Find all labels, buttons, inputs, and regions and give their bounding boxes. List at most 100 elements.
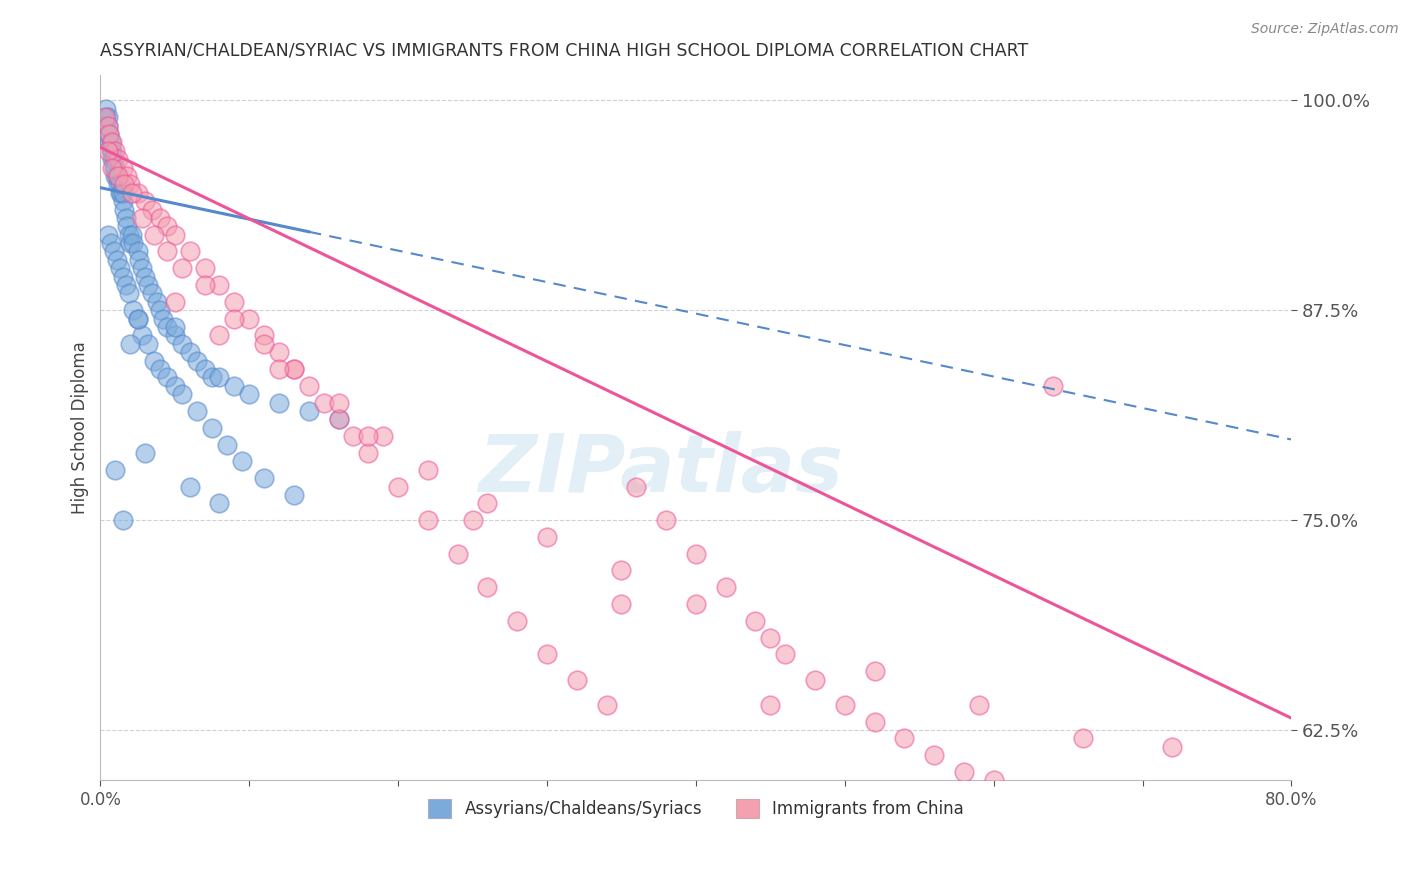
Assyrians/Chaldeans/Syriacs xyxy=(149,303,172,318)
Immigrants from China xyxy=(744,614,766,628)
Immigrants from China xyxy=(267,345,290,359)
Assyrians/Chaldeans/Syriacs xyxy=(131,328,153,343)
Assyrians/Chaldeans/Syriacs xyxy=(94,119,117,133)
Assyrians/Chaldeans/Syriacs xyxy=(111,186,134,200)
Immigrants from China xyxy=(156,219,179,234)
Assyrians/Chaldeans/Syriacs xyxy=(101,144,124,158)
Immigrants from China xyxy=(94,110,117,124)
Assyrians/Chaldeans/Syriacs xyxy=(105,169,128,183)
Assyrians/Chaldeans/Syriacs xyxy=(111,194,134,208)
Assyrians/Chaldeans/Syriacs xyxy=(179,479,201,493)
Assyrians/Chaldeans/Syriacs xyxy=(186,353,208,368)
Immigrants from China xyxy=(714,580,737,594)
Assyrians/Chaldeans/Syriacs xyxy=(111,269,134,284)
Assyrians/Chaldeans/Syriacs xyxy=(267,395,290,409)
Assyrians/Chaldeans/Syriacs xyxy=(141,286,163,301)
Immigrants from China xyxy=(97,144,120,158)
Assyrians/Chaldeans/Syriacs xyxy=(117,227,139,242)
Assyrians/Chaldeans/Syriacs xyxy=(283,488,305,502)
Immigrants from China xyxy=(477,580,499,594)
Assyrians/Chaldeans/Syriacs xyxy=(97,227,120,242)
Assyrians/Chaldeans/Syriacs xyxy=(208,496,231,510)
Immigrants from China xyxy=(655,513,678,527)
Immigrants from China xyxy=(1071,731,1094,746)
Immigrants from China xyxy=(759,698,782,712)
Immigrants from China xyxy=(283,362,305,376)
Assyrians/Chaldeans/Syriacs xyxy=(163,320,186,334)
Immigrants from China xyxy=(267,362,290,376)
Immigrants from China xyxy=(112,178,135,192)
Immigrants from China xyxy=(120,178,142,192)
Immigrants from China xyxy=(253,336,276,351)
Immigrants from China xyxy=(1042,378,1064,392)
Assyrians/Chaldeans/Syriacs xyxy=(194,362,217,376)
Immigrants from China xyxy=(163,294,186,309)
Immigrants from China xyxy=(127,186,149,200)
Assyrians/Chaldeans/Syriacs xyxy=(108,261,131,276)
Assyrians/Chaldeans/Syriacs xyxy=(104,169,127,183)
Immigrants from China xyxy=(983,773,1005,788)
Assyrians/Chaldeans/Syriacs xyxy=(156,320,179,334)
Immigrants from China xyxy=(238,311,260,326)
Assyrians/Chaldeans/Syriacs xyxy=(298,404,321,418)
Assyrians/Chaldeans/Syriacs xyxy=(231,454,253,468)
Assyrians/Chaldeans/Syriacs xyxy=(122,303,145,318)
Assyrians/Chaldeans/Syriacs xyxy=(96,110,118,124)
Immigrants from China xyxy=(893,731,915,746)
Assyrians/Chaldeans/Syriacs xyxy=(215,437,238,451)
Assyrians/Chaldeans/Syriacs xyxy=(104,161,127,175)
Assyrians/Chaldeans/Syriacs xyxy=(111,513,134,527)
Immigrants from China xyxy=(595,698,617,712)
Immigrants from China xyxy=(107,169,129,183)
Immigrants from China xyxy=(387,479,409,493)
Immigrants from China xyxy=(224,311,246,326)
Immigrants from China xyxy=(194,278,217,293)
Assyrians/Chaldeans/Syriacs xyxy=(96,102,118,116)
Assyrians/Chaldeans/Syriacs xyxy=(112,202,135,217)
Assyrians/Chaldeans/Syriacs xyxy=(128,252,150,267)
Immigrants from China xyxy=(97,119,120,133)
Immigrants from China xyxy=(477,496,499,510)
Assyrians/Chaldeans/Syriacs xyxy=(105,252,128,267)
Assyrians/Chaldeans/Syriacs xyxy=(201,370,224,384)
Immigrants from China xyxy=(416,513,439,527)
Immigrants from China xyxy=(373,429,395,443)
Assyrians/Chaldeans/Syriacs xyxy=(120,236,142,251)
Immigrants from China xyxy=(172,261,194,276)
Immigrants from China xyxy=(416,463,439,477)
Assyrians/Chaldeans/Syriacs xyxy=(103,244,125,259)
Assyrians/Chaldeans/Syriacs xyxy=(179,345,201,359)
Assyrians/Chaldeans/Syriacs xyxy=(117,286,139,301)
Immigrants from China xyxy=(804,673,827,687)
Assyrians/Chaldeans/Syriacs xyxy=(122,236,145,251)
Immigrants from China xyxy=(461,513,484,527)
Text: ZIPatlas: ZIPatlas xyxy=(478,431,842,509)
Legend: Assyrians/Chaldeans/Syriacs, Immigrants from China: Assyrians/Chaldeans/Syriacs, Immigrants … xyxy=(422,792,970,825)
Immigrants from China xyxy=(115,169,138,183)
Assyrians/Chaldeans/Syriacs xyxy=(208,370,231,384)
Assyrians/Chaldeans/Syriacs xyxy=(253,471,276,485)
Assyrians/Chaldeans/Syriacs xyxy=(134,446,156,460)
Assyrians/Chaldeans/Syriacs xyxy=(108,186,131,200)
Assyrians/Chaldeans/Syriacs xyxy=(103,161,125,175)
Immigrants from China xyxy=(194,261,217,276)
Assyrians/Chaldeans/Syriacs xyxy=(120,336,142,351)
Immigrants from China xyxy=(565,673,588,687)
Immigrants from China xyxy=(922,748,945,763)
Immigrants from China xyxy=(149,211,172,225)
Assyrians/Chaldeans/Syriacs xyxy=(114,278,136,293)
Immigrants from China xyxy=(863,664,886,678)
Immigrants from China xyxy=(298,378,321,392)
Assyrians/Chaldeans/Syriacs xyxy=(163,378,186,392)
Immigrants from China xyxy=(179,244,201,259)
Assyrians/Chaldeans/Syriacs xyxy=(328,412,350,426)
Assyrians/Chaldeans/Syriacs xyxy=(98,127,121,141)
Immigrants from China xyxy=(610,597,633,611)
Assyrians/Chaldeans/Syriacs xyxy=(127,244,149,259)
Immigrants from China xyxy=(357,429,380,443)
Immigrants from China xyxy=(134,194,156,208)
Immigrants from China xyxy=(536,648,558,662)
Assyrians/Chaldeans/Syriacs xyxy=(186,404,208,418)
Assyrians/Chaldeans/Syriacs xyxy=(142,353,165,368)
Immigrants from China xyxy=(967,698,990,712)
